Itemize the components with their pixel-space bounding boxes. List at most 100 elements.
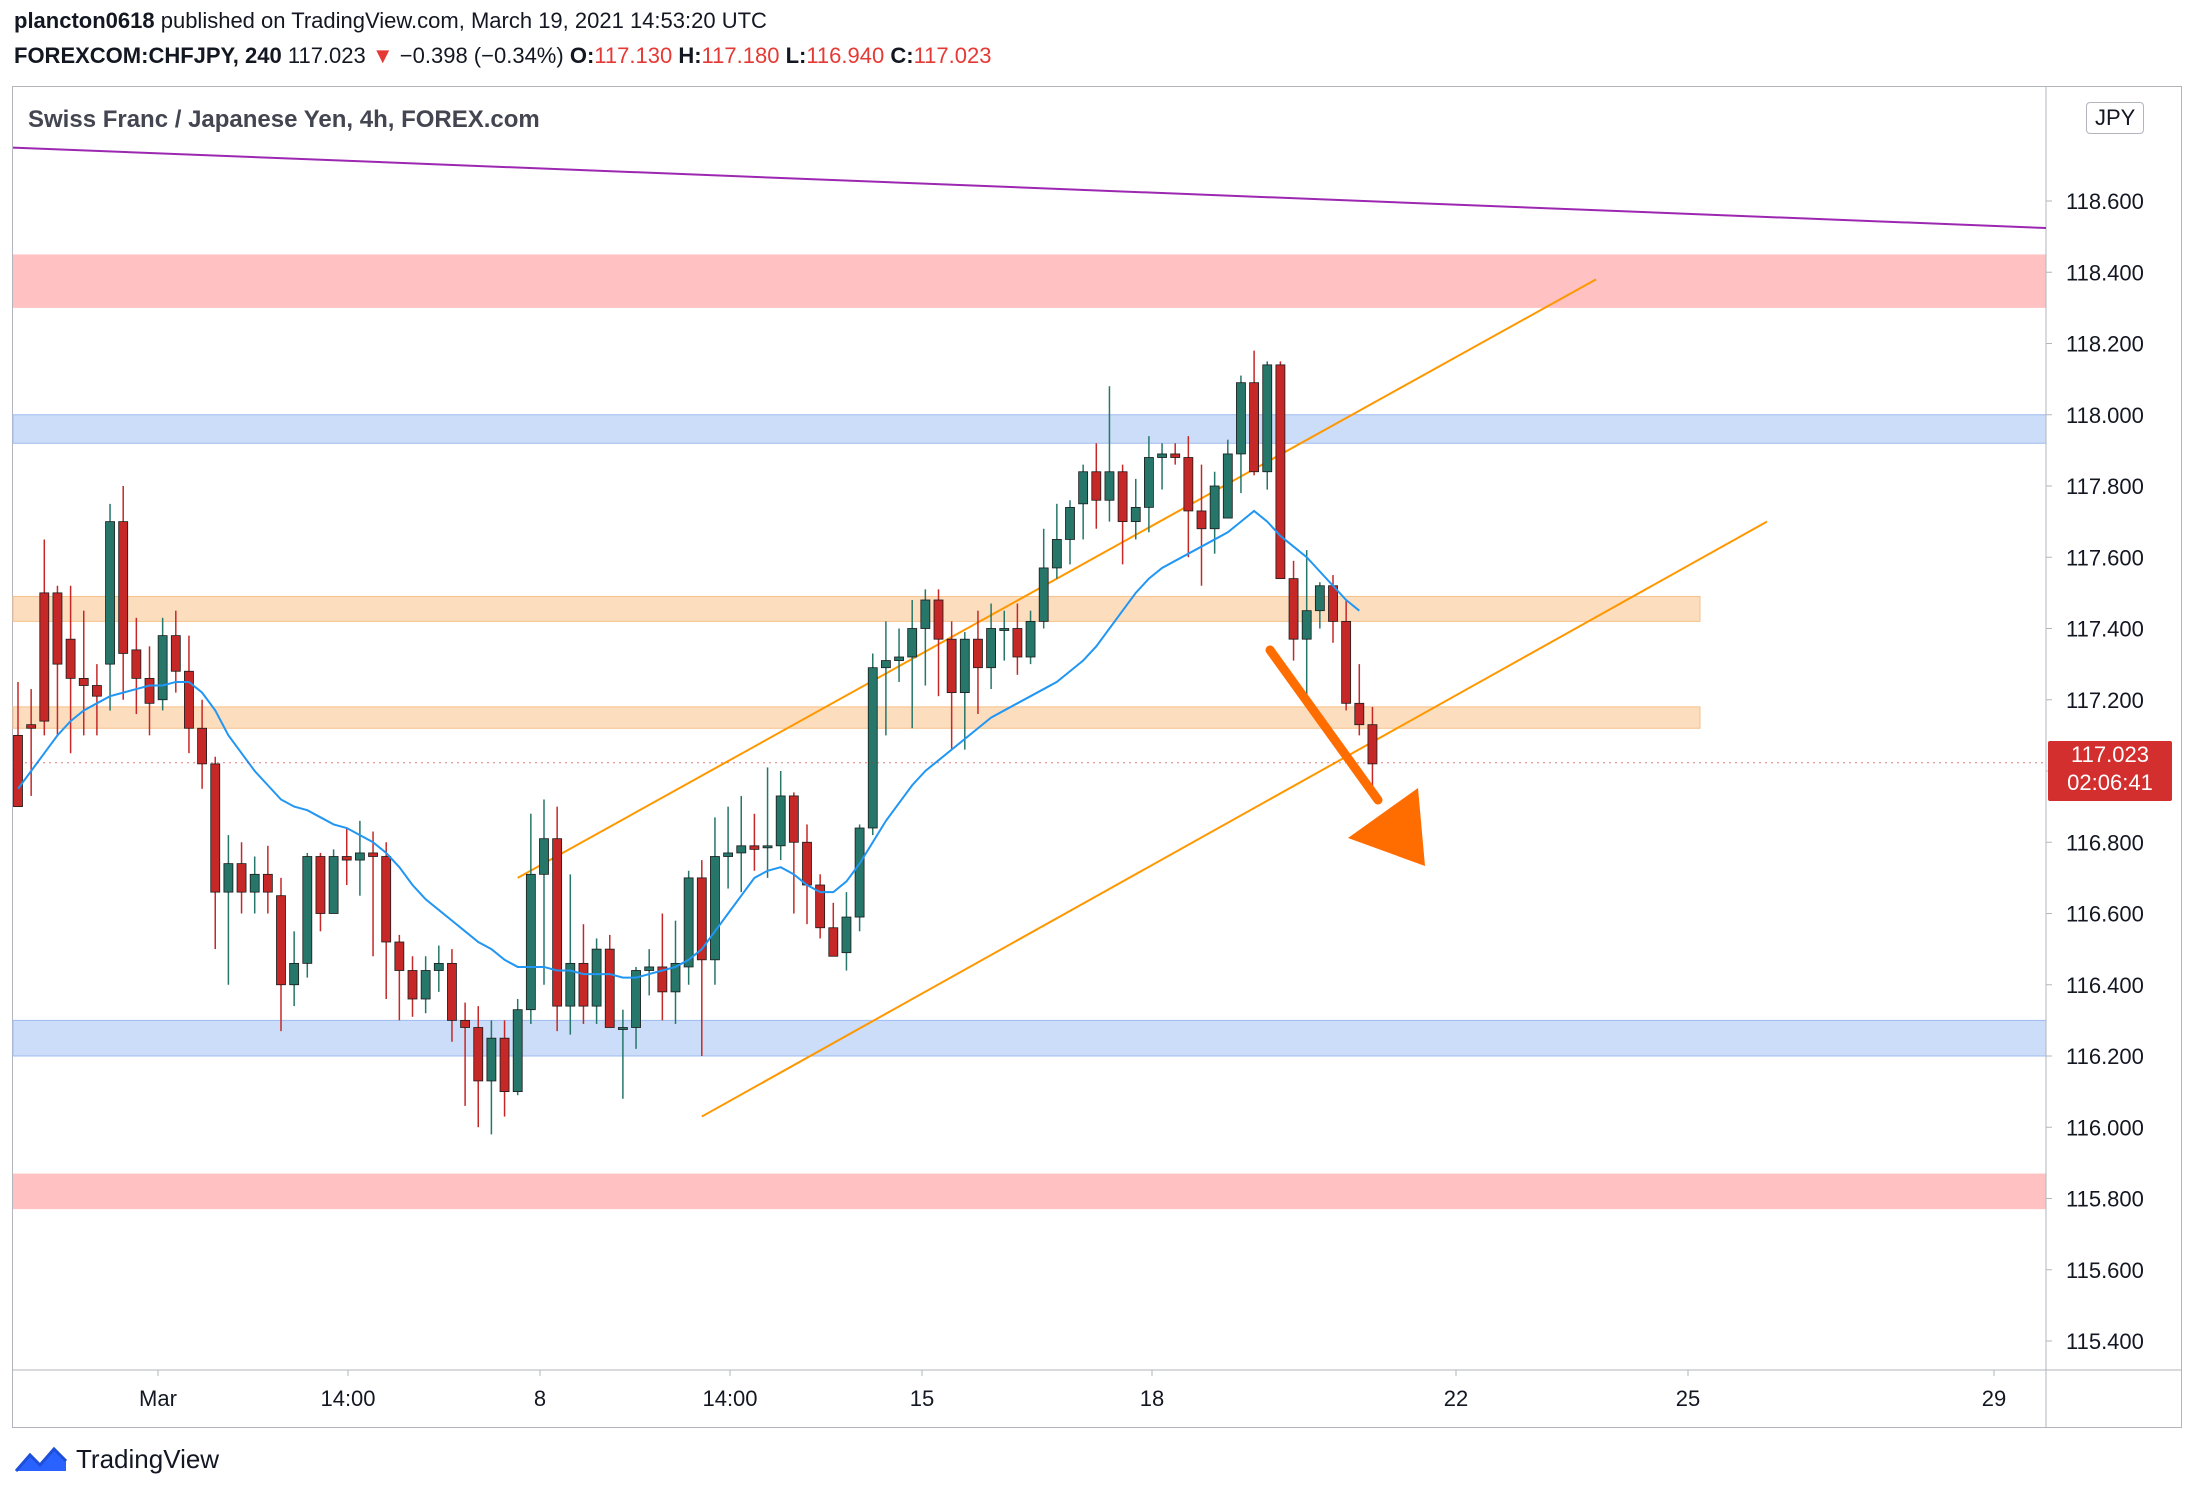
candle-body-73 [973, 638, 983, 669]
y-tick-label-16: 115.400 [2066, 1329, 2144, 1354]
candle-body-103 [1367, 724, 1378, 765]
y-tick-label-10: 116.600 [2066, 902, 2144, 927]
candle-body-102 [1354, 702, 1365, 726]
open-value: 117.130 [594, 43, 673, 68]
tradingview-logo-icon [14, 1446, 68, 1472]
open-label: O: [569, 43, 595, 68]
candle-body-13 [184, 670, 194, 729]
candle-body-24 [328, 856, 339, 914]
candle-body-62 [828, 927, 839, 957]
candle-body-95 [1262, 364, 1273, 473]
candle-body-79 [1051, 539, 1062, 569]
zone-level-4 [12, 706, 1701, 729]
long-term-trendline [13, 146, 2046, 230]
candle-body-64 [854, 827, 865, 918]
y-tick-label-6: 117.400 [2066, 617, 2144, 642]
candle-body-31 [420, 970, 431, 1000]
candle-body-27 [368, 852, 378, 857]
plot-area [13, 146, 2046, 1135]
candle-body-37 [499, 1037, 510, 1093]
candle-body-75 [999, 628, 1010, 631]
candle-body-9 [131, 649, 142, 679]
candle-body-47 [631, 970, 641, 1028]
currency-button[interactable]: JPY [2086, 102, 2145, 134]
candle-body-6 [92, 685, 102, 697]
candle-body-36 [486, 1037, 497, 1082]
candle-body-77 [1025, 620, 1036, 658]
candle-body-15 [210, 763, 221, 893]
y-tick-label-12: 116.200 [2066, 1044, 2144, 1069]
candle-body-63 [841, 916, 852, 954]
candle-body-68 [907, 628, 918, 658]
candle-body-85 [1130, 506, 1141, 523]
candle-body-26 [354, 852, 365, 861]
candle-body-4 [65, 638, 76, 679]
candle-body-33 [447, 962, 457, 1021]
candle-body-30 [407, 970, 418, 1000]
candle-body-53 [710, 856, 720, 961]
zone-support-5 [12, 1019, 2047, 1057]
candle-body-21 [289, 962, 300, 986]
candle-body-81 [1078, 471, 1089, 505]
candle-body-50 [670, 962, 681, 993]
y-tick-label-4: 117.800 [2066, 474, 2144, 499]
candle-body-18 [249, 873, 260, 893]
moving-average-line [17, 509, 1360, 979]
candle-body-32 [433, 962, 444, 971]
zone-support-6 [13, 1173, 2046, 1210]
candle-body-43 [578, 962, 589, 1007]
candle-body-5 [78, 677, 89, 686]
candle-body-28 [381, 856, 392, 943]
bar-countdown: 02:06:41 [2067, 769, 2153, 795]
candle-body-19 [262, 873, 273, 893]
candle-body-56 [749, 845, 760, 850]
candle-body-42 [565, 962, 576, 1007]
candle-body-2 [39, 592, 50, 722]
published-text: published on TradingView.com, March 19, … [154, 8, 767, 33]
forecast-arrow-head [1348, 788, 1425, 866]
y-tick-label-11: 116.400 [2066, 973, 2144, 998]
candle-body-90 [1196, 510, 1207, 530]
x-tick-label-4: 15 [910, 1386, 934, 1411]
candle-body-17 [236, 863, 247, 893]
candle-body-67 [894, 656, 904, 661]
candle-body-35 [473, 1027, 484, 1082]
high-label: H: [678, 43, 702, 68]
candle-body-69 [920, 599, 931, 629]
close-label: C: [890, 43, 914, 68]
candle-body-94 [1249, 382, 1259, 473]
footer-brand[interactable]: TradingView [14, 1444, 219, 1475]
change-arrow: ▼ [371, 43, 394, 68]
candle-body-99 [1314, 585, 1325, 612]
candle-body-48 [644, 966, 655, 971]
candle-body-91 [1209, 485, 1220, 530]
candle-body-57 [762, 845, 773, 849]
candle-body-83 [1104, 471, 1115, 501]
change: −0.398 (−0.34%) [399, 43, 564, 68]
candle-body-74 [986, 628, 996, 669]
candle-body-61 [815, 884, 826, 929]
channel-lower-line [701, 520, 1768, 1118]
y-tick-label-15: 115.600 [2066, 1258, 2144, 1283]
y-tick-label-0: 118.600 [2066, 189, 2144, 214]
y-tick-label-7: 117.200 [2066, 688, 2144, 713]
y-tick-label-13: 116.000 [2066, 1115, 2144, 1140]
symbol[interactable]: FOREXCOM:CHFJPY, 240 [14, 43, 282, 68]
candle-body-16 [223, 863, 234, 893]
symbol-info: FOREXCOM:CHFJPY, 240 117.023 ▼ −0.398 (−… [14, 43, 991, 69]
candle-body-23 [315, 856, 326, 914]
price: 117.023 [287, 43, 366, 68]
candle-body-71 [946, 638, 957, 694]
zone-resistance-1 [13, 254, 2046, 308]
chart-frame[interactable] [12, 86, 2182, 1428]
high-value: 117.180 [701, 43, 780, 68]
candle-body-60 [802, 841, 812, 886]
candle-body-96 [1275, 364, 1286, 580]
low-label: L: [785, 43, 807, 68]
candle-body-52 [696, 877, 707, 961]
y-tick-label-5: 117.600 [2066, 545, 2144, 570]
x-tick-label-3: 14:00 [702, 1386, 757, 1411]
candle-body-82 [1091, 471, 1102, 501]
author[interactable]: plancton0618 [14, 8, 155, 33]
